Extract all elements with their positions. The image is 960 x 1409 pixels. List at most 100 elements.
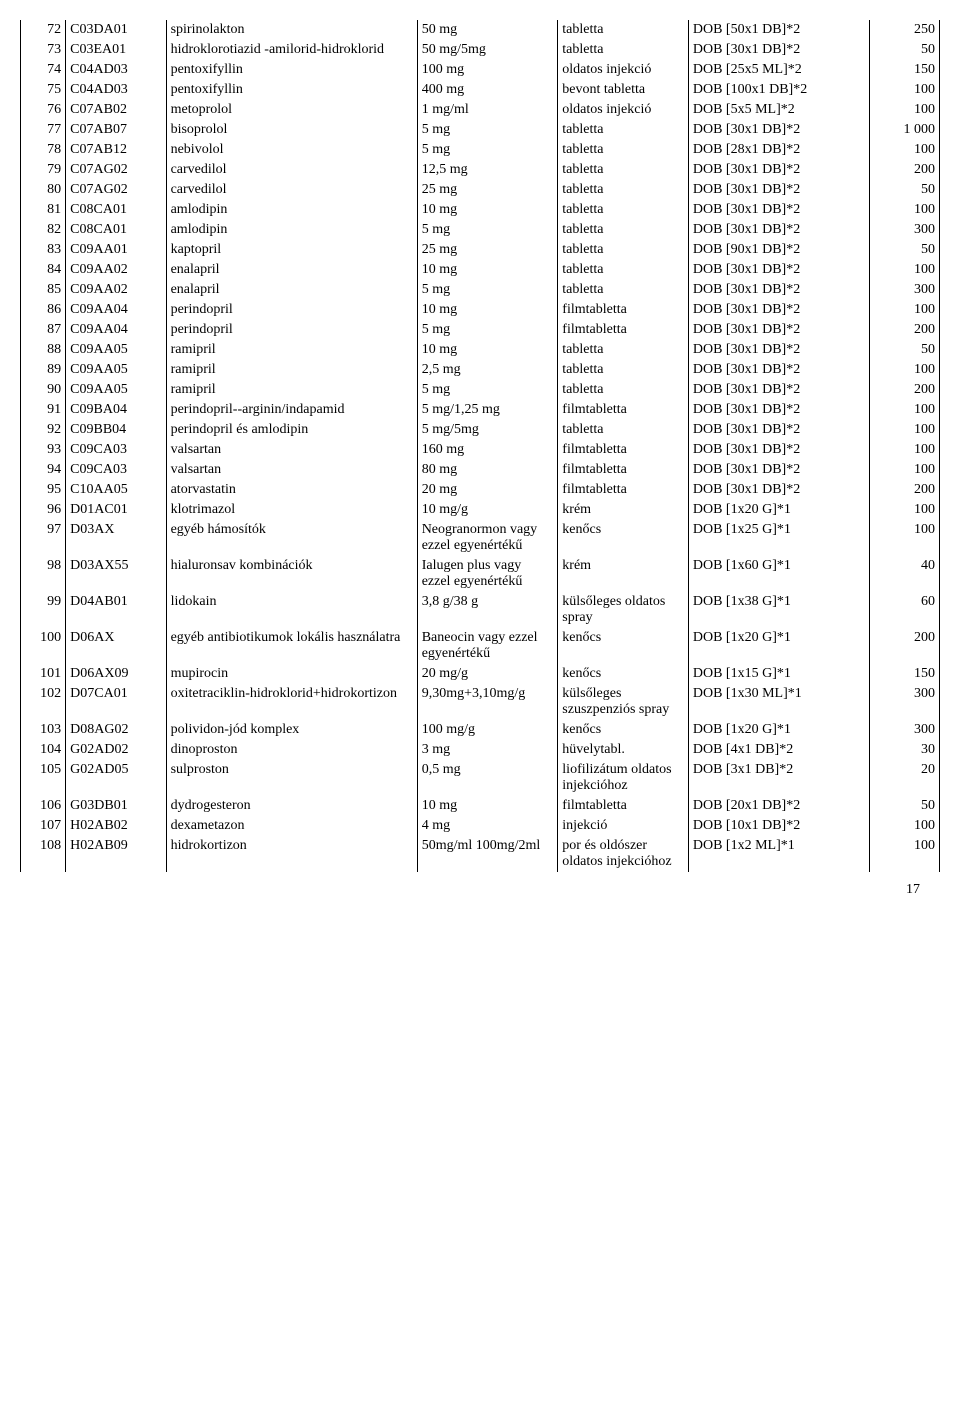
table-cell: 99 xyxy=(21,592,66,628)
table-cell: tabletta xyxy=(558,280,689,300)
table-cell: 60 xyxy=(869,592,939,628)
table-cell: 40 xyxy=(869,556,939,592)
table-cell: injekció xyxy=(558,816,689,836)
table-cell: tabletta xyxy=(558,420,689,440)
table-cell: kaptopril xyxy=(166,240,417,260)
table-cell: C09AA05 xyxy=(66,360,166,380)
table-row: 78C07AB12nebivolol5 mgtablettaDOB [28x1 … xyxy=(21,140,940,160)
table-cell: C04AD03 xyxy=(66,80,166,100)
table-row: 77C07AB07bisoprolol5 mgtablettaDOB [30x1… xyxy=(21,120,940,140)
table-row: 90C09AA05ramipril5 mgtablettaDOB [30x1 D… xyxy=(21,380,940,400)
table-cell: 97 xyxy=(21,520,66,556)
table-cell: kenőcs xyxy=(558,720,689,740)
table-cell: 150 xyxy=(869,664,939,684)
table-cell: 5 mg/5mg xyxy=(417,420,558,440)
table-cell: 100 xyxy=(869,420,939,440)
table-row: 72C03DA01spirinolakton50 mgtablettaDOB [… xyxy=(21,20,940,40)
table-cell: 89 xyxy=(21,360,66,380)
table-row: 73C03EA01hidroklorotiazid -amilorid-hidr… xyxy=(21,40,940,60)
table-cell: tabletta xyxy=(558,340,689,360)
table-cell: 96 xyxy=(21,500,66,520)
table-cell: 3,8 g/38 g xyxy=(417,592,558,628)
table-cell: D03AX55 xyxy=(66,556,166,592)
table-row: 74C04AD03pentoxifyllin100 mgoldatos inje… xyxy=(21,60,940,80)
table-cell: 200 xyxy=(869,480,939,500)
table-cell: pentoxifyllin xyxy=(166,80,417,100)
table-cell: 103 xyxy=(21,720,66,740)
table-cell: DOB [25x5 ML]*2 xyxy=(688,60,869,80)
table-cell: filmtabletta xyxy=(558,460,689,480)
table-cell: metoprolol xyxy=(166,100,417,120)
table-cell: hidrokortizon xyxy=(166,836,417,872)
table-row: 84C09AA02enalapril10 mgtablettaDOB [30x1… xyxy=(21,260,940,280)
table-cell: 100 xyxy=(21,628,66,664)
table-cell: C09AA05 xyxy=(66,340,166,360)
table-cell: por és oldószer oldatos injekcióhoz xyxy=(558,836,689,872)
table-cell: tabletta xyxy=(558,240,689,260)
table-cell: 107 xyxy=(21,816,66,836)
table-cell: perindopril xyxy=(166,320,417,340)
table-cell: DOB [1x20 G]*1 xyxy=(688,720,869,740)
table-cell: oldatos injekció xyxy=(558,100,689,120)
table-cell: 25 mg xyxy=(417,180,558,200)
table-cell: 3 mg xyxy=(417,740,558,760)
table-cell: 5 mg xyxy=(417,140,558,160)
table-cell: 77 xyxy=(21,120,66,140)
table-cell: 72 xyxy=(21,20,66,40)
table-cell: 10 mg xyxy=(417,200,558,220)
table-cell: 106 xyxy=(21,796,66,816)
table-cell: C09AA02 xyxy=(66,280,166,300)
table-cell: 25 mg xyxy=(417,240,558,260)
table-cell: 80 mg xyxy=(417,460,558,480)
table-cell: DOB [30x1 DB]*2 xyxy=(688,120,869,140)
table-cell: D06AX xyxy=(66,628,166,664)
table-cell: DOB [20x1 DB]*2 xyxy=(688,796,869,816)
table-cell: ramipril xyxy=(166,340,417,360)
table-cell: 20 mg/g xyxy=(417,664,558,684)
table-cell: 50mg/ml 100mg/2ml xyxy=(417,836,558,872)
table-cell: 100 xyxy=(869,300,939,320)
table-cell: C09BB04 xyxy=(66,420,166,440)
table-cell: DOB [30x1 DB]*2 xyxy=(688,460,869,480)
table-row: 96D01AC01klotrimazol10 mg/gkrémDOB [1x20… xyxy=(21,500,940,520)
table-cell: 5 mg xyxy=(417,220,558,240)
table-cell: krém xyxy=(558,556,689,592)
table-cell: 5 mg xyxy=(417,120,558,140)
table-row: 105G02AD05sulproston0,5 mgliofilizátum o… xyxy=(21,760,940,796)
table-cell: 9,30mg+3,10mg/g xyxy=(417,684,558,720)
table-row: 104G02AD02dinoproston3 mghüvelytabl.DOB … xyxy=(21,740,940,760)
table-cell: DOB [30x1 DB]*2 xyxy=(688,300,869,320)
table-cell: 100 xyxy=(869,520,939,556)
table-cell: C10AA05 xyxy=(66,480,166,500)
table-cell: 92 xyxy=(21,420,66,440)
table-row: 79C07AG02carvedilol12,5 mgtablettaDOB [3… xyxy=(21,160,940,180)
table-row: 107H02AB02dexametazon4 mginjekcióDOB [10… xyxy=(21,816,940,836)
table-cell: carvedilol xyxy=(166,180,417,200)
table-row: 108H02AB09hidrokortizon50mg/ml 100mg/2ml… xyxy=(21,836,940,872)
table-cell: 82 xyxy=(21,220,66,240)
table-cell: C09BA04 xyxy=(66,400,166,420)
table-cell: filmtabletta xyxy=(558,440,689,460)
table-cell: 10 mg xyxy=(417,260,558,280)
table-cell: külsőleges oldatos spray xyxy=(558,592,689,628)
table-cell: 200 xyxy=(869,320,939,340)
table-cell: 98 xyxy=(21,556,66,592)
table-cell: 108 xyxy=(21,836,66,872)
table-row: 92C09BB04perindopril és amlodipin5 mg/5m… xyxy=(21,420,940,440)
table-cell: 50 xyxy=(869,180,939,200)
table-cell: 5 mg xyxy=(417,280,558,300)
table-cell: hialuronsav kombinációk xyxy=(166,556,417,592)
table-cell: 50 xyxy=(869,40,939,60)
table-cell: DOB [30x1 DB]*2 xyxy=(688,420,869,440)
table-cell: perindopril és amlodipin xyxy=(166,420,417,440)
table-row: 106G03DB01dydrogesteron10 mgfilmtabletta… xyxy=(21,796,940,816)
medication-table: 72C03DA01spirinolakton50 mgtablettaDOB [… xyxy=(20,20,940,872)
table-cell: H02AB02 xyxy=(66,816,166,836)
table-cell: 200 xyxy=(869,628,939,664)
table-cell: DOB [5x5 ML]*2 xyxy=(688,100,869,120)
table-cell: 95 xyxy=(21,480,66,500)
table-cell: DOB [50x1 DB]*2 xyxy=(688,20,869,40)
table-cell: 102 xyxy=(21,684,66,720)
table-cell: tabletta xyxy=(558,120,689,140)
table-cell: C09CA03 xyxy=(66,440,166,460)
